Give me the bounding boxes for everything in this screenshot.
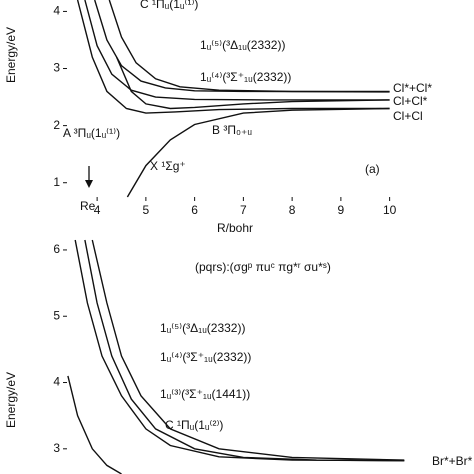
annotation: (pqrs):(σgᵖ πuᶜ πg*ʳ σu*ˢ)	[195, 260, 331, 274]
curve-label: 1ᵤ⁽³⁾(³Σ⁺₁ᵤ(1441))	[160, 387, 250, 401]
curve-label: A ³Πᵤ(1ᵤ⁽¹⁾)	[63, 126, 120, 140]
re-arrowhead	[85, 180, 93, 188]
curve	[84, 239, 405, 462]
x-tick-label: 9	[338, 203, 345, 217]
x-axis-label: R/bohr	[217, 221, 253, 235]
x-tick-label: 10	[383, 203, 397, 217]
y-axis-label: Energy/eV	[4, 27, 18, 83]
y-tick-label: 3	[53, 61, 60, 75]
annotation: Re	[80, 199, 96, 213]
y-tick-label: 3	[53, 441, 60, 455]
curve-label: X ¹Σg⁺	[150, 159, 186, 173]
y-axis-label: Energy/eV	[4, 372, 18, 428]
curve	[84, 0, 390, 101]
curve	[67, 375, 122, 474]
curve-label: 1ᵤ⁽⁵⁾(³Δ₁ᵤ(2332))	[160, 321, 245, 335]
curve	[115, 56, 390, 110]
x-tick-label: 7	[240, 203, 247, 217]
y-tick-label: 4	[53, 4, 60, 18]
curve	[94, 0, 390, 93]
curve-label: B ³Π₀₊ᵤ	[212, 123, 252, 137]
x-tick-label: 8	[289, 203, 296, 217]
y-tick-label: 1	[53, 175, 60, 189]
annotation: Cl*+Cl*	[393, 81, 432, 95]
x-tick-label: 5	[143, 203, 150, 217]
x-tick-label: 6	[191, 203, 198, 217]
curve-label: 1ᵤ⁽⁴⁾(³Σ⁺₁ᵤ(2332))	[160, 350, 251, 364]
annotation: Cl+Cl*	[393, 94, 428, 108]
y-tick-label: 6	[53, 242, 60, 256]
curve	[76, 0, 390, 114]
curve-label: C ¹Πᵤ(1ᵤ⁽²⁾)	[165, 418, 223, 432]
annotation: (a)	[365, 162, 380, 176]
curve	[91, 239, 405, 461]
curve-label: 1ᵤ⁽⁵⁾(³Δ₁ᵤ(2332))	[200, 38, 285, 52]
annotation: Cl+Cl	[393, 109, 423, 123]
y-tick-label: 2	[53, 118, 60, 132]
curve	[126, 107, 390, 198]
y-tick-label: 5	[53, 308, 60, 322]
curve	[74, 239, 405, 462]
annotation: Br*+Br*	[432, 454, 473, 468]
curve-label: 1ᵤ⁽⁴⁾(³Σ⁺₁ᵤ(2332))	[200, 70, 291, 84]
x-tick-label: 4	[94, 203, 101, 217]
curve-label: C ¹Πᵤ(1ᵤ⁽¹⁾)	[140, 0, 198, 11]
y-tick-label: 4	[53, 375, 60, 389]
